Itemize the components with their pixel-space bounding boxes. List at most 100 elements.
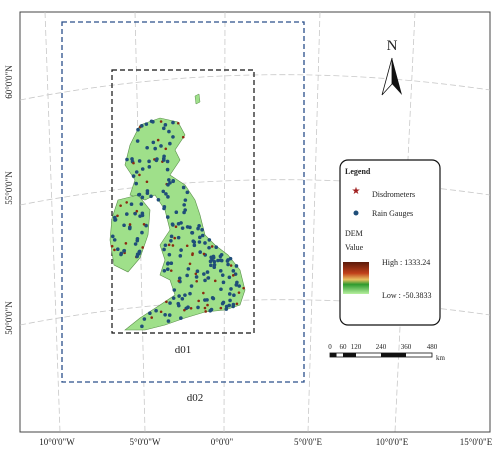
station — [198, 235, 202, 240]
station — [119, 252, 123, 257]
station — [172, 288, 177, 292]
station — [188, 291, 192, 296]
station — [113, 248, 116, 252]
station — [211, 296, 216, 301]
station — [214, 245, 219, 250]
station — [206, 303, 209, 307]
station — [135, 252, 140, 257]
station — [192, 240, 197, 244]
station — [165, 159, 170, 164]
station — [124, 242, 128, 245]
station — [186, 267, 191, 271]
scale-label: 120 — [351, 343, 362, 351]
station — [202, 272, 206, 276]
station — [168, 181, 172, 185]
station — [163, 243, 168, 248]
station — [165, 300, 168, 304]
station — [167, 178, 171, 182]
station — [136, 127, 140, 132]
longitude-label: 10°0'0"E — [376, 437, 409, 447]
station — [135, 139, 140, 143]
scale-label: 60 — [340, 343, 348, 351]
station — [212, 265, 217, 270]
legend-title: Legend — [345, 167, 371, 176]
legend-dem-title: DEM — [345, 229, 363, 238]
station — [150, 316, 153, 319]
station — [234, 283, 239, 287]
scale-label: 360 — [401, 343, 412, 351]
north-arrow: N — [381, 38, 402, 96]
station — [174, 210, 179, 214]
station — [194, 275, 199, 279]
station — [169, 261, 174, 266]
longitude-labels: 10°0'0"W 5°0'0"W 0°0'0" 5°0'0"E 10°0'0"E… — [39, 437, 492, 447]
station — [207, 238, 212, 242]
longitude-label: 10°0'0"W — [39, 437, 75, 447]
station — [173, 236, 177, 240]
station — [159, 120, 163, 123]
station — [203, 278, 207, 283]
station — [185, 244, 189, 248]
station — [133, 242, 138, 246]
station — [171, 120, 175, 125]
station — [178, 254, 183, 258]
station — [112, 238, 117, 242]
station — [159, 310, 163, 314]
station — [181, 185, 186, 190]
station — [183, 308, 186, 312]
station — [188, 225, 192, 230]
station — [179, 221, 183, 225]
station — [218, 269, 223, 273]
latitude-label: 60°0'0"N — [4, 65, 14, 99]
station — [203, 306, 207, 310]
station — [167, 252, 172, 257]
station — [208, 308, 213, 313]
station — [171, 135, 175, 139]
station — [140, 230, 144, 235]
station — [216, 258, 220, 263]
station — [207, 245, 211, 250]
station — [159, 144, 163, 148]
station — [219, 306, 223, 310]
legend-dem-subtitle: Value — [345, 243, 364, 252]
station — [167, 243, 171, 247]
station — [156, 138, 160, 142]
legend-item: Rain Gauges — [372, 209, 413, 218]
station — [205, 270, 210, 274]
station — [195, 269, 200, 274]
station — [227, 275, 232, 280]
station — [140, 211, 145, 216]
station — [219, 287, 223, 292]
station — [141, 246, 144, 249]
latitude-label: 55°0'0"N — [4, 171, 14, 205]
station — [188, 262, 192, 266]
station — [139, 202, 144, 206]
station — [194, 272, 198, 276]
legend-low: Low : -50.3833 — [382, 291, 432, 300]
station — [125, 157, 129, 162]
station — [237, 291, 241, 294]
station — [145, 180, 149, 184]
station — [181, 135, 185, 139]
station — [202, 252, 206, 256]
station — [200, 227, 204, 232]
station — [110, 234, 115, 239]
station — [185, 190, 190, 195]
stations — [110, 119, 245, 329]
station — [231, 304, 235, 309]
station — [162, 269, 167, 273]
station — [198, 250, 202, 254]
station — [182, 203, 186, 207]
station — [128, 223, 132, 226]
station — [169, 234, 174, 239]
station — [112, 215, 117, 220]
station — [119, 204, 122, 207]
station — [163, 312, 167, 317]
station — [162, 158, 166, 162]
station — [129, 202, 134, 207]
station — [210, 245, 214, 248]
station — [136, 192, 141, 197]
station — [237, 284, 242, 288]
station — [166, 319, 171, 323]
